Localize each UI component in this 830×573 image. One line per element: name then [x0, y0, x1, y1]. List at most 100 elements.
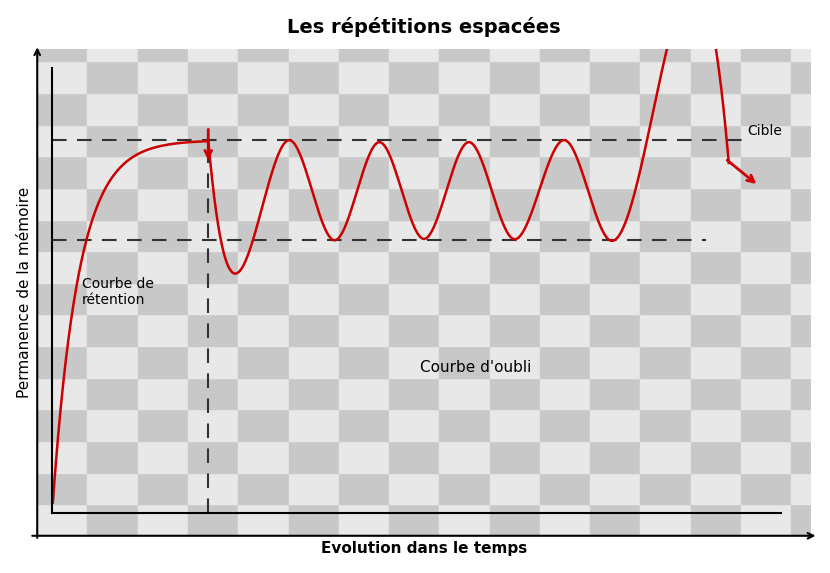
Bar [791, 188, 830, 219]
Bar [540, 219, 590, 251]
Bar [188, 504, 238, 536]
Bar [289, 93, 339, 125]
Bar [289, 473, 339, 504]
Bar [87, 61, 138, 93]
Bar [138, 219, 188, 251]
Bar [339, 125, 389, 156]
Bar [741, 441, 791, 473]
Bar [540, 156, 590, 188]
Bar [791, 30, 830, 61]
Bar [188, 315, 238, 346]
Bar [641, 315, 691, 346]
Bar [791, 441, 830, 473]
Bar [87, 504, 138, 536]
Bar [289, 219, 339, 251]
Bar [590, 441, 641, 473]
Bar [87, 219, 138, 251]
Bar [490, 283, 540, 315]
Bar [741, 409, 791, 441]
Bar [138, 188, 188, 219]
Bar [791, 125, 830, 156]
Bar [791, 93, 830, 125]
Bar [37, 61, 87, 93]
Bar [37, 504, 87, 536]
Bar [590, 504, 641, 536]
Bar [87, 409, 138, 441]
Bar [439, 504, 490, 536]
Bar [389, 346, 439, 378]
Bar [138, 441, 188, 473]
Bar [741, 188, 791, 219]
Bar [590, 409, 641, 441]
Bar [389, 188, 439, 219]
Bar [339, 251, 389, 283]
Bar [641, 219, 691, 251]
Bar [741, 219, 791, 251]
Bar [138, 93, 188, 125]
Bar [791, 473, 830, 504]
Bar [138, 378, 188, 409]
Bar [238, 125, 289, 156]
Bar [138, 30, 188, 61]
Bar [389, 125, 439, 156]
Bar [188, 473, 238, 504]
Bar [188, 283, 238, 315]
Bar [87, 378, 138, 409]
Bar [540, 30, 590, 61]
Bar [741, 473, 791, 504]
Bar [238, 504, 289, 536]
Bar [37, 409, 87, 441]
Bar [289, 409, 339, 441]
Bar [238, 409, 289, 441]
Title: Les répétitions espacées: Les répétitions espacées [287, 17, 561, 37]
Bar [87, 156, 138, 188]
Bar [741, 125, 791, 156]
Bar [87, 346, 138, 378]
Bar [289, 283, 339, 315]
Bar [289, 346, 339, 378]
Bar [691, 93, 741, 125]
Bar [37, 188, 87, 219]
Bar [238, 219, 289, 251]
Bar [188, 441, 238, 473]
Bar [490, 504, 540, 536]
Bar [490, 251, 540, 283]
Bar [741, 156, 791, 188]
Bar [138, 283, 188, 315]
Bar [691, 61, 741, 93]
Bar [540, 441, 590, 473]
Bar [540, 346, 590, 378]
Bar [439, 473, 490, 504]
Bar [741, 61, 791, 93]
Bar [339, 378, 389, 409]
Bar [691, 30, 741, 61]
Bar [289, 30, 339, 61]
Bar [188, 409, 238, 441]
Bar [37, 283, 87, 315]
Bar [87, 93, 138, 125]
Bar [490, 219, 540, 251]
Bar [490, 125, 540, 156]
Bar [490, 61, 540, 93]
Bar [389, 315, 439, 346]
Bar [238, 93, 289, 125]
Bar [540, 283, 590, 315]
Bar [791, 156, 830, 188]
Bar [188, 188, 238, 219]
Bar [540, 473, 590, 504]
X-axis label: Evolution dans le temps: Evolution dans le temps [320, 541, 527, 556]
Bar [741, 251, 791, 283]
Bar [490, 156, 540, 188]
Bar [138, 473, 188, 504]
Bar [439, 125, 490, 156]
Bar [138, 504, 188, 536]
Text: Courbe d'oubli: Courbe d'oubli [420, 360, 532, 375]
Bar [188, 156, 238, 188]
Bar [641, 156, 691, 188]
Text: Cible: Cible [747, 124, 782, 138]
Bar [238, 441, 289, 473]
Bar [87, 125, 138, 156]
Bar [540, 61, 590, 93]
Bar [590, 378, 641, 409]
Bar [490, 441, 540, 473]
